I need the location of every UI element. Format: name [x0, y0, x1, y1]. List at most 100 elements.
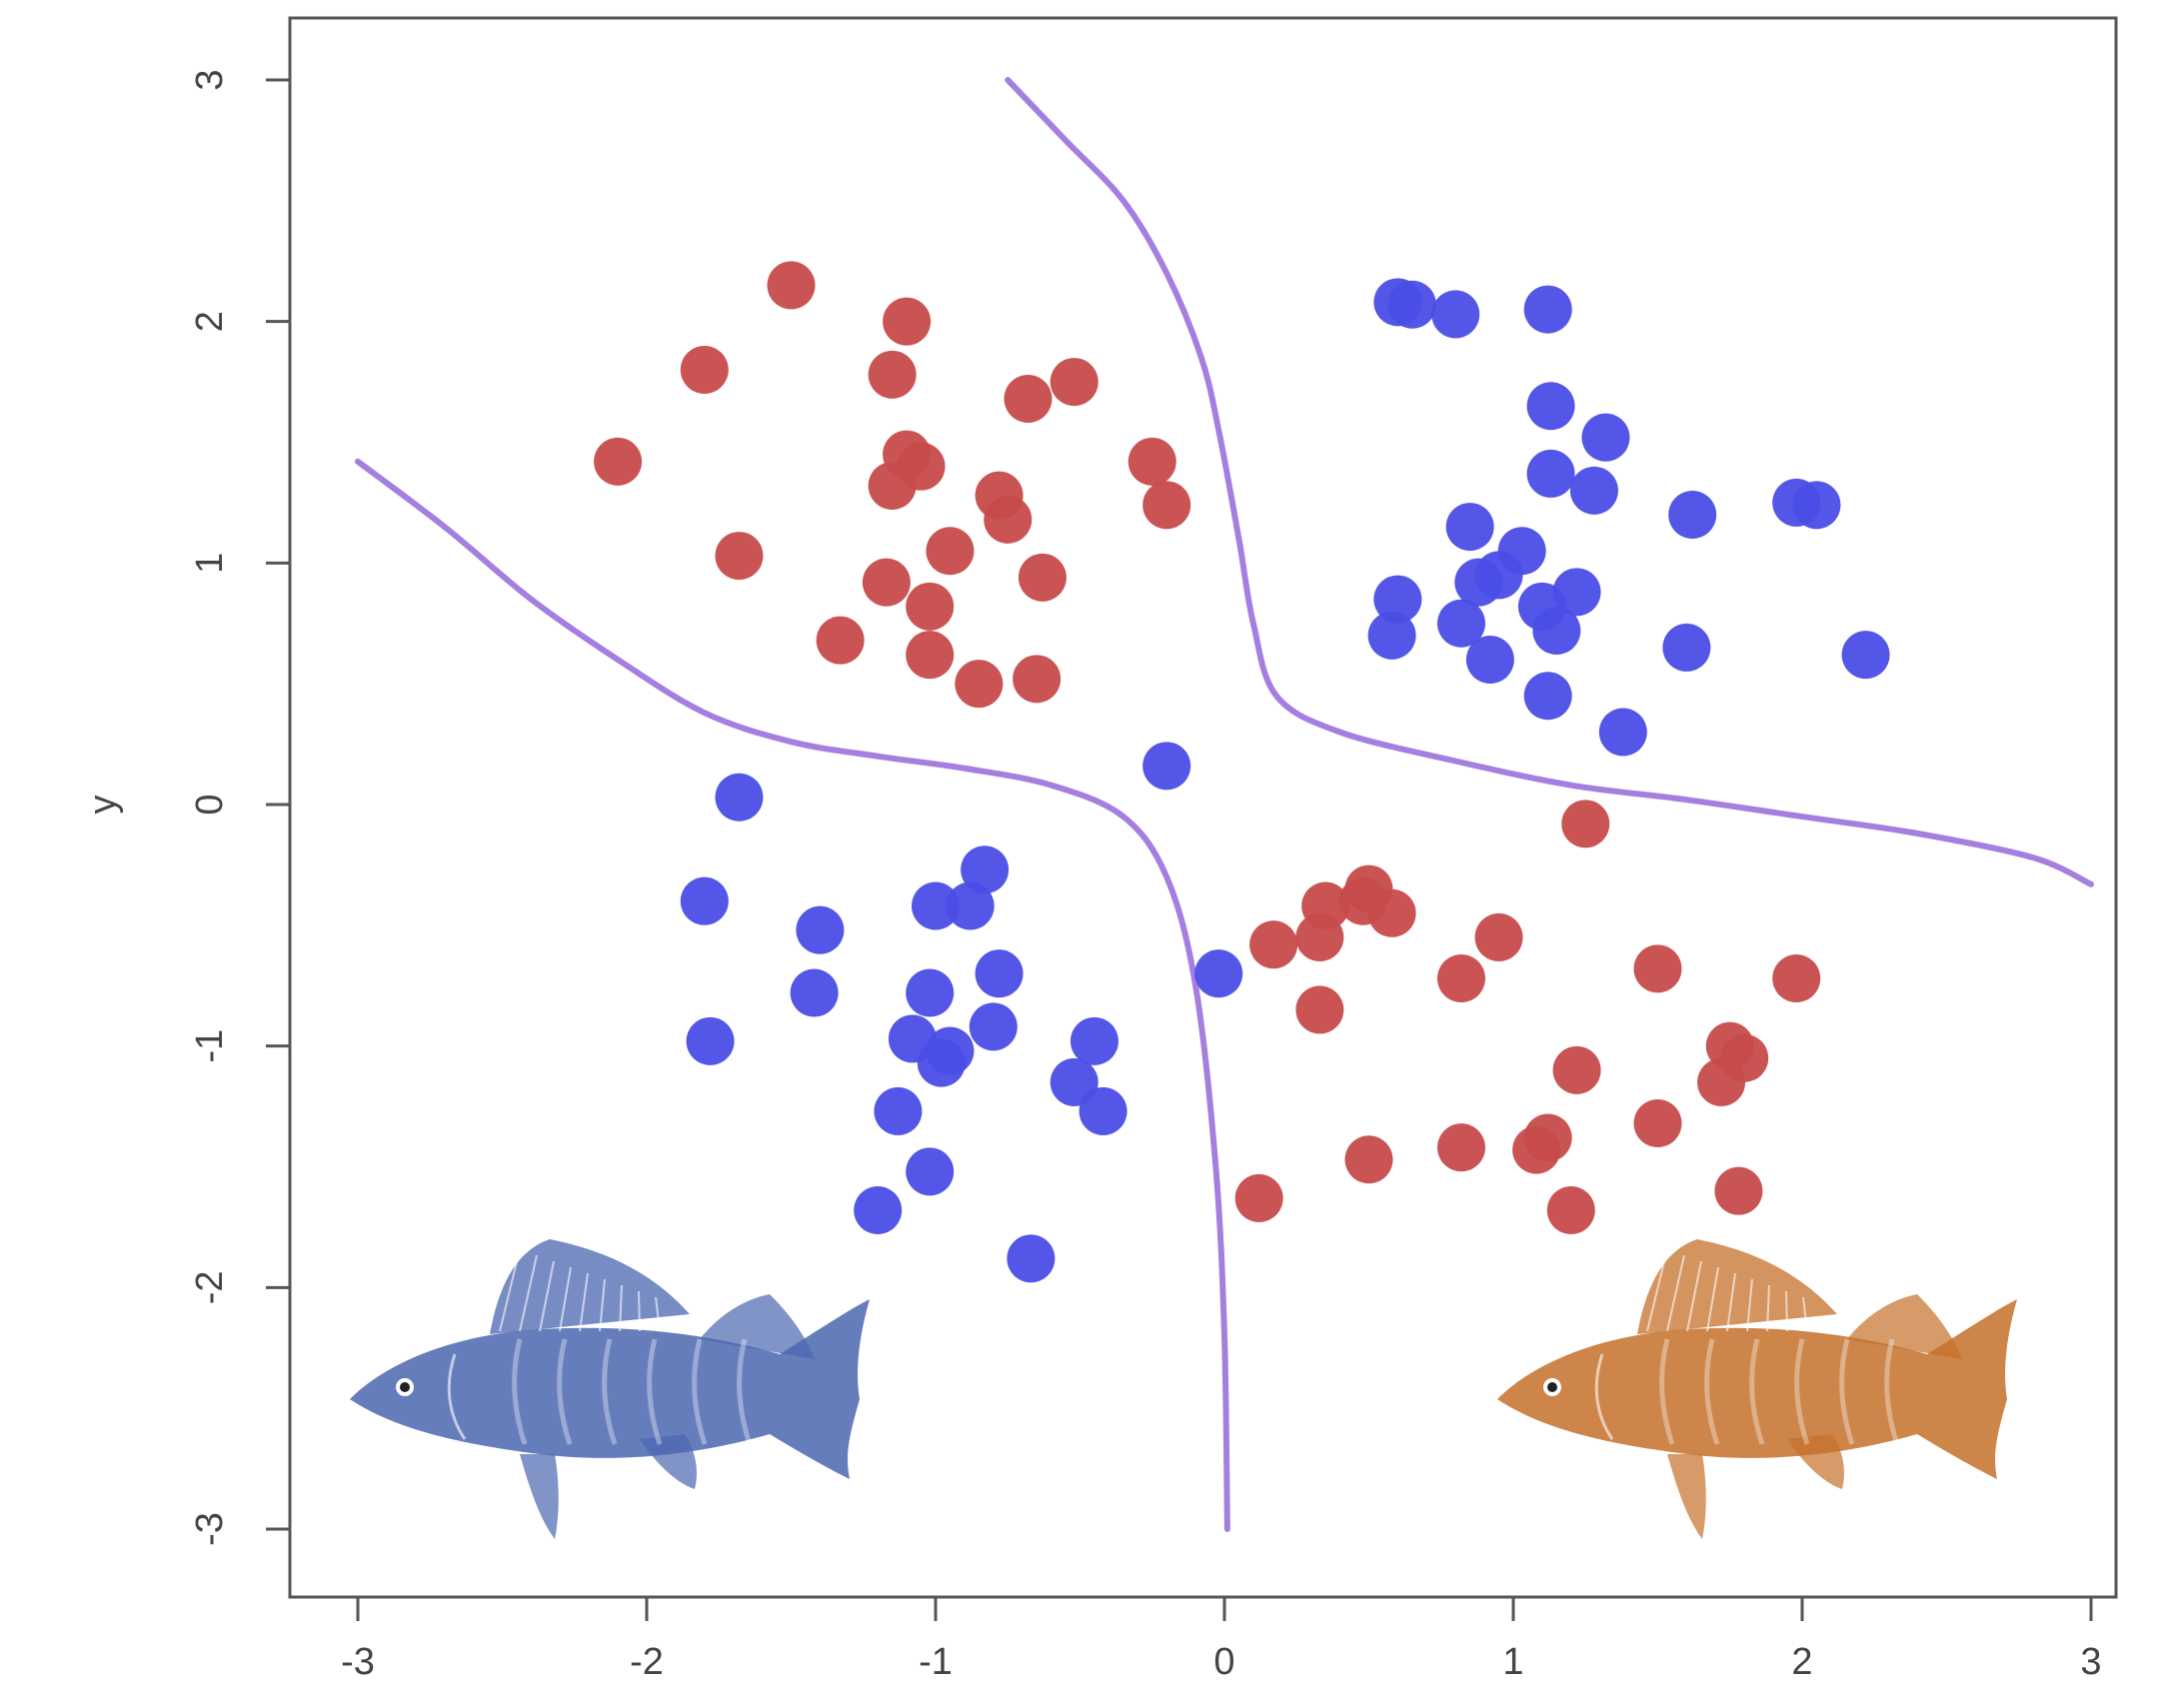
red-point — [1633, 944, 1682, 993]
blue-point — [1662, 623, 1711, 672]
blue-point — [1569, 466, 1618, 515]
blue-point — [1436, 599, 1485, 648]
y-tick-label: -3 — [189, 1512, 231, 1546]
blue-point — [1526, 382, 1575, 431]
blue-point — [917, 1038, 966, 1087]
red-point — [1295, 985, 1344, 1034]
y-tick-label: 1 — [189, 553, 231, 574]
red-point — [984, 495, 1033, 544]
x-tick-label: 0 — [1213, 1641, 1234, 1683]
blue-point — [1387, 280, 1436, 329]
x-axis: -3 -2 -1 0 1 2 3 — [341, 1595, 2102, 1683]
decision-boundaries — [355, 77, 2094, 1532]
y-axis: -3 -2 -1 0 1 2 3 — [189, 69, 292, 1546]
red-point — [816, 616, 865, 665]
y-axis-label: y — [82, 796, 124, 815]
blue-point — [906, 1147, 955, 1196]
y-tick-label: 3 — [189, 69, 231, 90]
red-point — [868, 462, 917, 510]
blue-point — [796, 905, 845, 954]
x-tick-label: -2 — [630, 1641, 664, 1683]
red-point — [1050, 358, 1098, 407]
red-point — [906, 582, 955, 631]
red-point — [868, 350, 917, 399]
blue-point — [715, 773, 764, 822]
blue-point — [1194, 949, 1243, 998]
blue-point — [1007, 1234, 1056, 1283]
red-point — [1013, 655, 1062, 704]
x-tick-label: 3 — [2080, 1641, 2101, 1683]
red-point — [1633, 1099, 1682, 1147]
blue-point — [790, 968, 839, 1017]
red-point — [862, 558, 911, 607]
blue-point — [906, 968, 955, 1017]
blue-point — [912, 881, 960, 930]
red-point — [1436, 954, 1485, 1002]
red-point — [1436, 1123, 1485, 1172]
blue-point — [946, 881, 995, 930]
red-point — [1697, 1057, 1746, 1106]
red-point — [1344, 1135, 1393, 1184]
red-point — [1295, 912, 1344, 961]
red-point — [1474, 912, 1523, 961]
red-point — [1561, 800, 1610, 848]
blue-point — [1668, 491, 1717, 539]
red-point — [1142, 481, 1191, 530]
blue-point — [1523, 285, 1572, 334]
red-point — [594, 437, 643, 486]
red-point — [715, 532, 764, 581]
red-point — [1714, 1166, 1763, 1215]
red-point — [1546, 1186, 1595, 1234]
blue-point — [1474, 551, 1523, 600]
blue-point — [1841, 631, 1890, 680]
data-points — [594, 261, 1890, 1283]
blue-point — [975, 949, 1024, 998]
x-tick-label: 2 — [1791, 1641, 1812, 1683]
blue-point — [1532, 607, 1581, 655]
blue-point — [961, 846, 1010, 894]
blue-point — [1792, 481, 1841, 530]
red-point — [1234, 1173, 1283, 1222]
red-point — [955, 660, 1004, 709]
y-tick-label: 2 — [189, 311, 231, 332]
blue-point — [1581, 413, 1630, 462]
orange-perch-fish-icon — [1497, 1239, 2017, 1539]
decision-boundary-curve-2 — [1005, 77, 2094, 887]
red-point — [1772, 954, 1821, 1002]
blue-perch-fish-icon — [350, 1239, 870, 1539]
red-point — [906, 631, 955, 680]
red-point — [1552, 1045, 1601, 1094]
x-tick-label: -1 — [919, 1641, 953, 1683]
decision-boundary-curve-1 — [355, 458, 1230, 1532]
blue-point — [1367, 611, 1416, 660]
blue-point — [680, 876, 729, 925]
red-point — [767, 261, 816, 310]
y-tick-label: -1 — [189, 1029, 231, 1063]
red-point — [1018, 553, 1067, 602]
blue-point — [1373, 575, 1422, 624]
blue-point — [874, 1086, 923, 1135]
blue-point — [969, 1002, 1018, 1051]
blue-point — [1070, 1016, 1118, 1065]
y-tick-label: -2 — [189, 1270, 231, 1304]
blue-point — [1526, 449, 1575, 498]
blue-point — [1079, 1086, 1127, 1135]
red-point — [1127, 437, 1176, 486]
red-point — [1249, 920, 1298, 969]
red-point — [680, 346, 729, 394]
red-point — [926, 527, 975, 576]
blue-point — [1431, 290, 1480, 339]
blue-point — [1142, 742, 1191, 791]
red-point — [1338, 876, 1387, 925]
x-tick-label: -3 — [341, 1641, 375, 1683]
blue-point — [854, 1186, 903, 1234]
red-point — [883, 297, 932, 346]
blue-point — [1598, 708, 1647, 757]
blue-point — [686, 1016, 735, 1065]
blue-point — [1523, 672, 1572, 721]
blue-point — [1445, 503, 1494, 552]
red-point — [1004, 375, 1053, 423]
y-tick-label: 0 — [189, 794, 231, 815]
x-tick-label: 1 — [1502, 1641, 1523, 1683]
